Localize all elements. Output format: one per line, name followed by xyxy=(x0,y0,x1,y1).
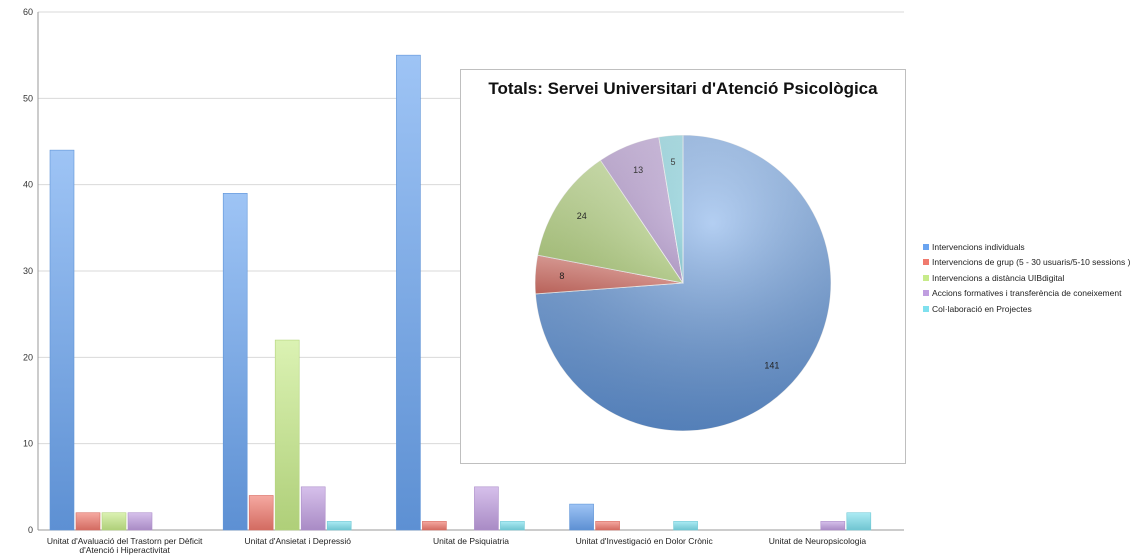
bar xyxy=(127,512,153,531)
bar xyxy=(422,521,447,531)
bar xyxy=(500,521,525,531)
y-tick-label: 0 xyxy=(28,525,33,535)
bar xyxy=(326,521,352,531)
bar xyxy=(274,339,300,531)
legend-swatch xyxy=(923,243,929,250)
bar xyxy=(75,512,101,531)
x-tick-label: Unitat de Psiquiatria xyxy=(433,536,509,546)
pie-chart: Totals: Servei Universitari d'Atenció Ps… xyxy=(460,69,906,464)
legend-label: Intervencions a distància UIBdigital xyxy=(932,272,1065,283)
pie-data-label: 5 xyxy=(671,157,676,167)
bar xyxy=(474,486,499,531)
pie-data-label: 8 xyxy=(559,271,564,281)
y-tick-label: 30 xyxy=(23,266,33,276)
y-tick-label: 10 xyxy=(23,439,33,449)
legend-swatch xyxy=(923,305,929,312)
legend-swatch xyxy=(923,274,929,281)
bar xyxy=(595,521,620,531)
x-tick-label: d'Atenció i Hiperactivitat xyxy=(79,545,170,555)
bar xyxy=(846,512,872,531)
bar-chart: 0 10 20 30 40 50 60 Unitat d'Avaluació del Tras… xyxy=(23,7,904,555)
legend: Intervencions individuals Intervencions d… xyxy=(923,239,1130,317)
pie-data-label: 24 xyxy=(577,211,587,221)
x-tick-label: Unitat de Neuropsicologia xyxy=(769,536,867,546)
legend-label: Intervencions individuals xyxy=(932,241,1025,252)
pie-title: Totals: Servei Universitari d'Atenció Ps… xyxy=(488,79,878,98)
bar xyxy=(300,486,326,531)
bar xyxy=(222,193,248,531)
x-tick-label: Unitat d'Investigació en Dolor Crònic xyxy=(576,536,714,546)
legend-label: Accions formatives i transferència de co… xyxy=(932,288,1122,299)
bar xyxy=(820,521,846,531)
x-tick-label: Unitat d'Ansietat i Depressió xyxy=(245,536,352,546)
y-tick-label: 40 xyxy=(23,180,33,190)
legend-item: Intervencions de grup (5 - 30 usuaris/5-… xyxy=(923,255,1130,271)
legend-item: Intervencions individuals xyxy=(923,239,1130,255)
bar xyxy=(248,495,274,531)
legend-item: Intervencions a distància UIBdigital xyxy=(923,270,1130,286)
bar xyxy=(49,149,75,531)
y-tick-label: 60 xyxy=(23,7,33,17)
legend-label: Intervencions de grup (5 - 30 usuaris/5-… xyxy=(932,257,1131,268)
legend-item: Accions formatives i transferència de co… xyxy=(923,286,1130,302)
y-tick-label: 50 xyxy=(23,93,33,103)
legend-swatch xyxy=(923,259,929,266)
legend-item: Col·laboració en Projectes xyxy=(923,301,1130,317)
bar xyxy=(101,512,127,531)
legend-swatch xyxy=(923,290,929,297)
x-tick-label: Unitat d'Avaluació del Trastorn per Dèfi… xyxy=(47,536,203,546)
y-tick-label: 20 xyxy=(23,352,33,362)
bar xyxy=(396,54,421,531)
bar xyxy=(673,521,698,531)
pie-data-label: 141 xyxy=(764,361,779,371)
pie-data-label: 13 xyxy=(633,165,643,175)
legend-label: Col·laboració en Projectes xyxy=(932,303,1032,314)
bar xyxy=(569,503,594,531)
